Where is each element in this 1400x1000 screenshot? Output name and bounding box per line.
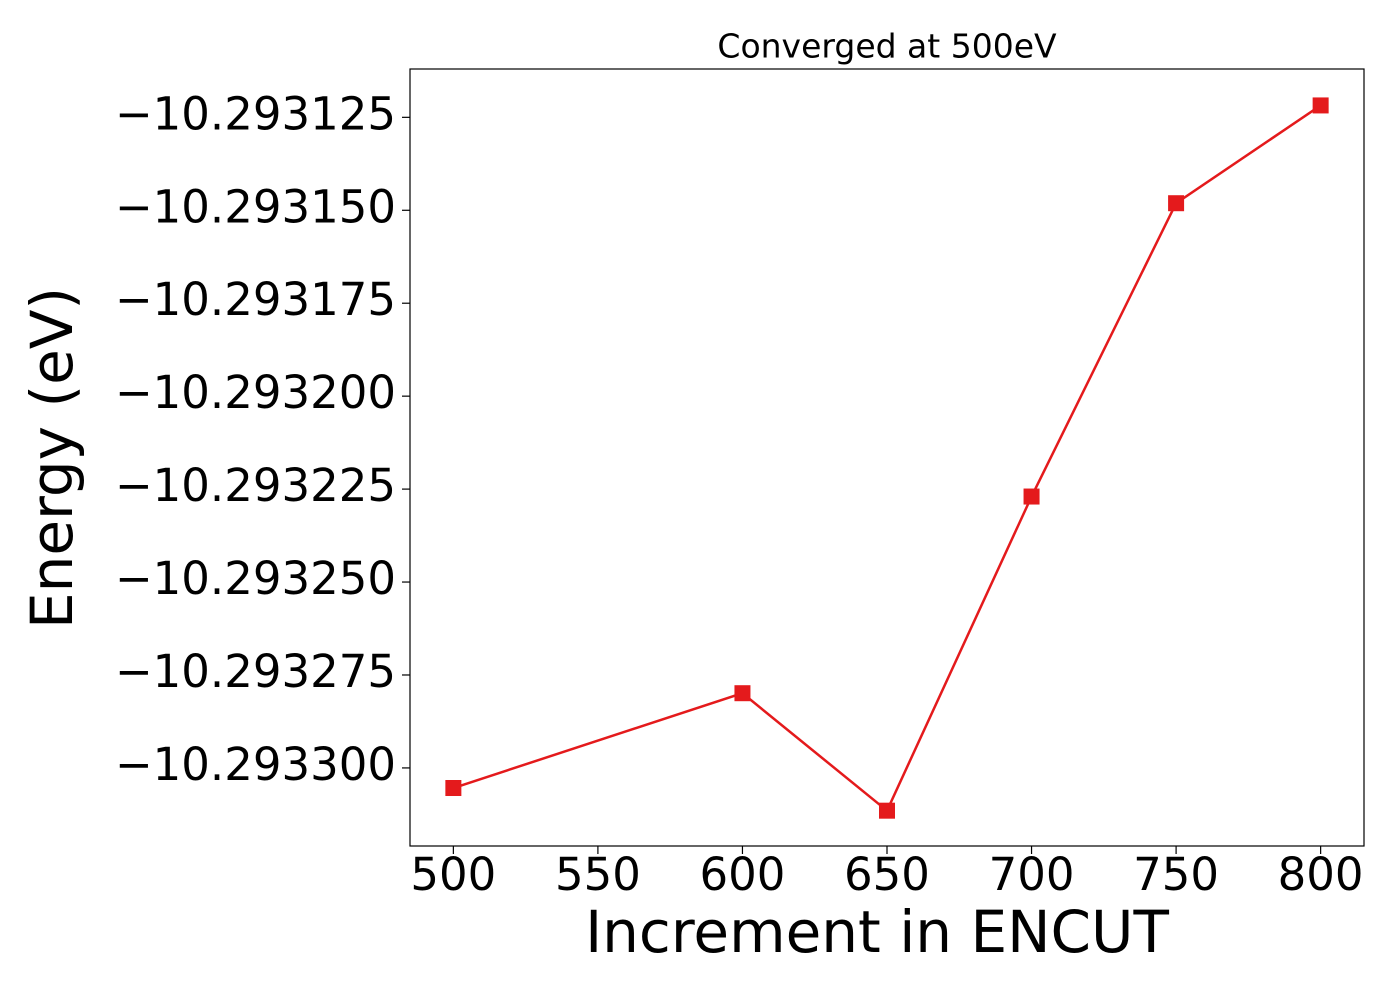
y-tick-label: −10.293150 (115, 180, 396, 233)
x-tick-label: 650 (844, 848, 930, 901)
x-tick-label: 700 (989, 848, 1075, 901)
y-axis-label: Energy (eV) (18, 287, 86, 629)
plot-frame (409, 68, 1365, 847)
data-marker (1168, 195, 1185, 212)
x-axis-label: Increment in ENCUT (585, 898, 1169, 966)
x-tick-label: 550 (555, 848, 641, 901)
x-tick-label: 600 (700, 848, 786, 901)
x-tick-label: 800 (1278, 848, 1364, 901)
data-marker (445, 780, 462, 797)
y-tick-label: −10.293200 (115, 366, 396, 419)
y-tick-label: −10.293300 (115, 738, 396, 791)
data-line (452, 104, 1322, 813)
data-marker (1023, 488, 1040, 505)
y-tick-label: −10.293225 (115, 459, 396, 512)
x-tick-label: 500 (410, 848, 496, 901)
data-marker (734, 685, 751, 702)
y-tick-label: −10.293125 (115, 87, 396, 140)
x-tick-label: 750 (1133, 848, 1219, 901)
chart-title: Converged at 500eV (717, 27, 1057, 66)
y-tick-label: −10.293250 (115, 552, 396, 605)
y-tick-label: −10.293275 (115, 645, 396, 698)
data-marker (879, 802, 895, 819)
data-marker (1312, 97, 1329, 114)
y-tick-label: −10.293175 (115, 273, 396, 326)
